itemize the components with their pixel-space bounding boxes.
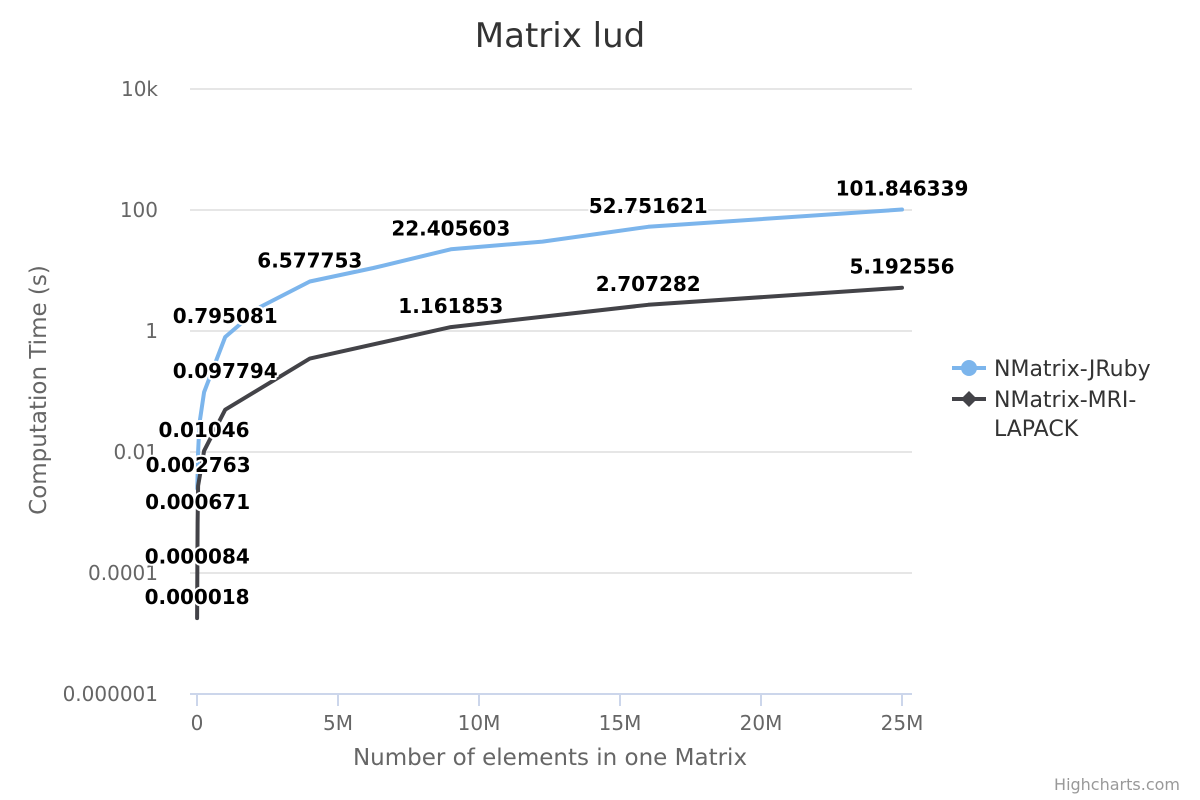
y-tick-label: 100 <box>120 198 158 222</box>
legend-label: NMatrix-JRuby <box>994 357 1151 382</box>
legend-item-0[interactable]: NMatrix-JRuby <box>952 357 1151 382</box>
legend-label: LAPACK <box>994 417 1079 442</box>
x-tick-label: 10M <box>458 711 501 735</box>
series-group <box>195 207 904 621</box>
data-label: 0.795081 <box>173 304 278 328</box>
data-label: 6.577753 <box>257 249 362 273</box>
data-label: 5.192556 <box>849 255 954 279</box>
data-labels: 0.795081 6.577753 22.405603 52.751621 101.84… <box>143 175 971 612</box>
data-label: 52.751621 <box>589 194 708 218</box>
data-label: 22.405603 <box>391 216 510 240</box>
y-axis: 0.000001 0.0001 0.01 1 100 10k <box>63 77 159 706</box>
x-tick-label: 15M <box>599 711 642 735</box>
data-label: 0.097794 <box>173 359 278 383</box>
x-tick-label: 0 <box>191 711 204 735</box>
x-tick-label: 25M <box>881 711 924 735</box>
x-tick-label: 5M <box>323 711 353 735</box>
data-label: 0.01046 <box>159 418 250 442</box>
data-label: 1.161853 <box>398 294 503 318</box>
y-tick-label: 0.01 <box>113 440 158 464</box>
data-label: 2.707282 <box>596 272 701 296</box>
y-tick-label: 0.0001 <box>88 561 158 585</box>
x-axis: 0 5M 10M 15M 20M 25M <box>190 693 924 735</box>
credit-text[interactable]: Highcharts.com <box>1054 775 1180 794</box>
x-axis-title: Number of elements in one Matrix <box>353 745 747 771</box>
grid <box>190 88 912 574</box>
y-tick-label: 10k <box>121 77 158 101</box>
data-label: 0.000084 <box>145 545 250 569</box>
data-label: 0.000018 <box>145 585 250 609</box>
legend-marker-diamond <box>961 391 977 407</box>
y-axis-title: Computation Time (s) <box>26 265 52 515</box>
legend[interactable]: NMatrix-JRuby NMatrix-MRI- LAPACK <box>952 357 1151 442</box>
legend-item-1[interactable]: NMatrix-MRI- LAPACK <box>952 388 1136 442</box>
data-label: 0.002763 <box>146 453 251 477</box>
series-line-0 <box>195 207 904 491</box>
legend-label: NMatrix-MRI- <box>994 388 1136 413</box>
y-tick-label: 1 <box>145 319 158 343</box>
data-label: 101.846339 <box>836 177 969 201</box>
series-line-1 <box>195 285 904 621</box>
y-tick-label: 0.000001 <box>63 682 158 706</box>
chart-title: Matrix lud <box>475 16 645 56</box>
x-tick-label: 20M <box>740 711 783 735</box>
legend-marker-circle <box>961 360 977 376</box>
data-label: 0.000671 <box>145 490 250 514</box>
